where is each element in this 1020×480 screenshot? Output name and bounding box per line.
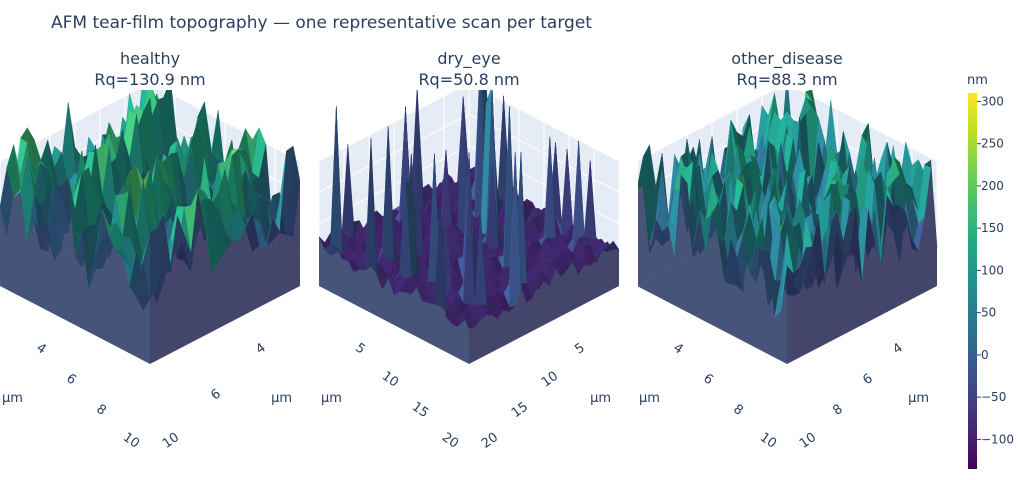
x-axis-title: µm [639,391,660,406]
x-tick-label: 8 [93,402,108,419]
subplot-name: dry_eye [437,49,501,68]
x-tick-label: 15 [409,399,431,421]
colorbar-tick-label: 300 [981,94,1004,108]
colorbar-tick-label: −50 [981,390,1006,404]
subplot-title-healthy: healthy Rq=130.9 nm [30,48,270,90]
colorbar-tick-label: 100 [981,263,1004,277]
x-tick-label: 6 [63,371,78,388]
x-tick-label: 10 [757,430,779,452]
y-tick-label: 20 [479,430,501,452]
x-axis-title: µm [2,391,23,406]
y-axis-title: µm [590,391,611,406]
subplot-rq: Rq=50.8 nm [418,70,520,89]
surface-side-right [787,167,937,364]
x-tick-label: 10 [379,369,401,391]
gridline [319,113,619,193]
y-tick-label: 15 [509,399,531,421]
surface-side-right [150,145,300,364]
colorbar-tick-label: 200 [981,179,1004,193]
y-tick-label: 10 [160,430,182,452]
subplot-title-other-disease: other_disease Rq=88.3 nm [667,48,907,90]
x-tick-label: 8 [730,402,745,419]
y-tick-label: 8 [830,402,845,419]
y-tick-label: 5 [572,341,587,358]
colorbar-tick-label: 150 [981,221,1004,235]
colorbar-tick-label: 250 [981,137,1004,151]
y-tick-label: 6 [208,386,223,403]
colorbar-tick-label: 50 [981,306,996,320]
colorbar-tick-label: −100 [981,432,1014,446]
y-tick-label: 4 [890,341,905,358]
colorbar-gradient [968,93,977,469]
colorbar-tick-label: 0 [981,348,989,362]
y-tick-label: 4 [253,341,268,358]
x-tick-label: 4 [33,341,48,358]
y-tick-label: 6 [860,371,875,388]
surface-side-left [319,138,469,364]
colorbar: nm 300 250 200 150 100 50 0 −50 −100 [967,73,1014,469]
surface-side-left [0,167,150,364]
x-tick-label: 20 [439,430,461,452]
x-tick-label: 4 [670,341,685,358]
x-axis-title: µm [321,391,342,406]
subplot-title-dry-eye: dry_eye Rq=50.8 nm [349,48,589,90]
surface-side-right [469,241,619,364]
subplot-name: other_disease [731,49,843,68]
subplot-rq: Rq=130.9 nm [94,70,206,89]
y-axis-title: µm [908,391,929,406]
subplot-rq: Rq=88.3 nm [736,70,838,89]
y-tick-label: 10 [797,430,819,452]
y-axis-title: µm [271,391,292,406]
surface-side-left [638,175,787,364]
x-tick-label: 10 [120,430,142,452]
colorbar-title: nm [967,73,988,88]
x-tick-label: 6 [700,371,715,388]
figure-title: AFM tear-film topography — one represent… [51,13,592,33]
surface-panel-dry-eye: 5 10 15 20 5 10 15 20 µm µm [319,90,619,452]
subplot-name: healthy [119,49,181,68]
y-tick-label: 10 [539,369,561,391]
x-tick-label: 5 [352,341,367,358]
